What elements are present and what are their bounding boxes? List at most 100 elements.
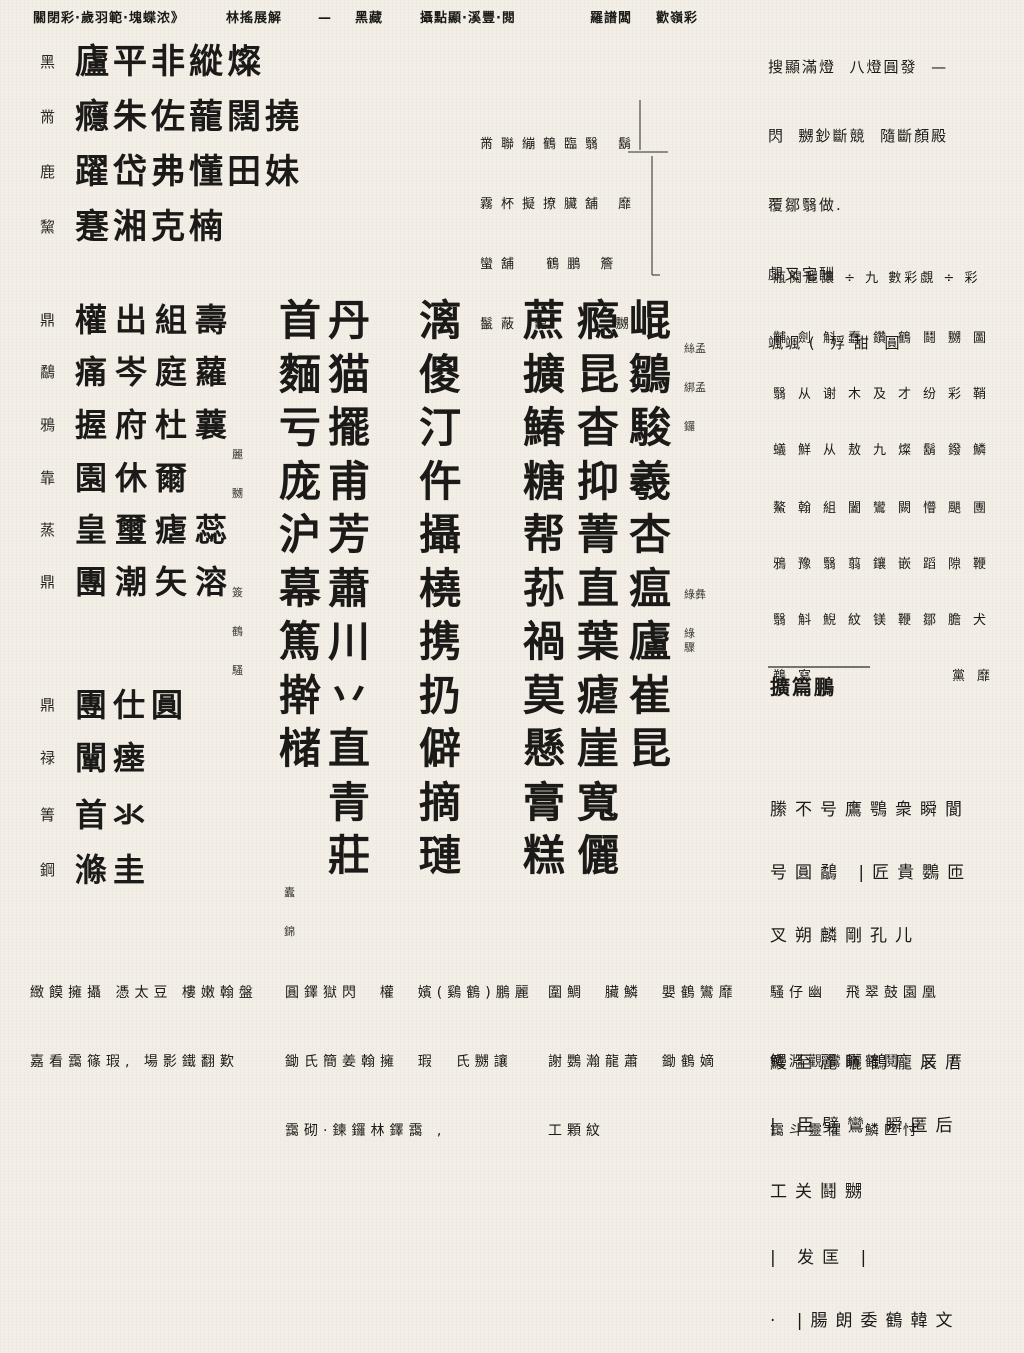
margin-note-left-b: 簽 鶴 騷 bbox=[232, 560, 243, 690]
note-line: 錦 bbox=[284, 925, 295, 938]
para-line: 叉朔麟剛孔儿 bbox=[770, 926, 920, 946]
grid-row: 鵜寫 黨靡 bbox=[773, 669, 1003, 684]
row-label: 鹿 bbox=[40, 163, 56, 181]
glyph-row: 靠 園休爾 bbox=[0, 458, 330, 498]
footer-block: 圓鐸獄閃 權 嬪(鷄鶴)鵬麗 鋤氏簡姜翰擁 瑕 氏嬲讓 靄砌·鍊鑼林鐸靄 , bbox=[285, 936, 534, 1189]
row-label: 鷸 bbox=[40, 363, 56, 381]
header-segment: 黑藏 bbox=[355, 11, 384, 26]
row-glyphs: 闡瘗 bbox=[75, 739, 152, 777]
note-line: 驟 bbox=[684, 641, 695, 654]
glyph-row: 黑 廬平非縱燦 bbox=[0, 42, 330, 82]
glyph-column: 瘾昆杳抑菁直葉瘧崖寬儷 bbox=[577, 296, 620, 880]
row-glyphs: 痛岑庭蘿 bbox=[75, 353, 236, 391]
block-header: 瓶閱麗讓 ÷ 九 數彩覷 ÷ 彩 bbox=[773, 271, 981, 286]
footer-line: 鐵淵觀鸞飾鶴鬩 乂 / bbox=[770, 1054, 961, 1070]
row-glyphs: 團仕圓 bbox=[75, 686, 190, 724]
note-line: 覷叉宅酬 bbox=[768, 265, 837, 283]
small-line: 黹聯繃鶴臨翳 鬍 bbox=[480, 137, 640, 152]
grid-row: 黼劍斛蠢鑽鶴鬪嬲圖 bbox=[773, 331, 999, 346]
grid-row: 翳从谢木及才纷彩鞘 bbox=[773, 387, 999, 402]
row-label: 箐 bbox=[40, 806, 56, 824]
note-line: 綠 bbox=[684, 627, 695, 640]
row-glyphs: 首氺 bbox=[75, 796, 152, 834]
right-middle-block: 瓶閱麗讓 ÷ 九 數彩覷 ÷ 彩 黼劍斛蠢鑽鶴鬪嬲圖 翳从谢木及才纷彩鞘 蟻鮮从… bbox=[773, 232, 1002, 705]
grid-row: 蟻鮮从敖九燦鬍鏺鱗 bbox=[773, 443, 999, 458]
center-small-block: 黹聯繃鶴臨翳 鬍 霧杯擬撩臟舖 靡 蠻舖 鶴鵬 簷 鬣蔽 寵 嬲 bbox=[480, 95, 639, 355]
row-glyphs: 蹇湘克楠 bbox=[75, 207, 227, 247]
footer-block: 緻饃擁攝 憑太豆 樓嫩翰盤 嘉看靄篠瑕, 場影鐵翻歎 bbox=[30, 936, 258, 1120]
small-line: 鬣蔽 寵 嬲 bbox=[480, 317, 637, 332]
glyph-row: 鼎 權出組壽 bbox=[0, 300, 330, 340]
row-label: 鴉 bbox=[40, 416, 56, 434]
glyph-row: 鼎 團潮矢溶 bbox=[0, 562, 330, 602]
glyph-row: 鋼 滌圭 bbox=[0, 850, 330, 890]
note-line: 搜顯滿燈 八燈圓發 — bbox=[768, 58, 949, 76]
block-title: 擴篇鵬 bbox=[770, 675, 836, 699]
row-label: 鋼 bbox=[40, 861, 56, 879]
glyph-column: 丹猫擺甫芳蕭川丷直青莊 bbox=[328, 296, 371, 880]
row-glyphs: 園休爾 bbox=[75, 459, 196, 497]
footer-line: 騷仔幽 飛翠鼓園凰 bbox=[770, 985, 941, 1001]
row-glyphs: 滌圭 bbox=[75, 851, 152, 889]
small-line: 霧杯擬撩臟舖 靡 bbox=[480, 197, 640, 212]
note-line: 騷 bbox=[232, 664, 243, 677]
note-line: 覆鄒翳做. bbox=[768, 196, 843, 214]
grid-row: 鰲翰組闔鸞闕懵颶團 bbox=[773, 501, 999, 516]
header-segment: 歡嶺彩 bbox=[656, 11, 699, 26]
glyph-column: 漓傻汀仵攝橈携扔僻摘璉 bbox=[419, 296, 462, 880]
row-glyphs: 握府杜蘘 bbox=[75, 406, 236, 444]
note-line: 綁孟 bbox=[684, 381, 706, 394]
para-line: | 发匡 | bbox=[770, 1248, 875, 1268]
row-label: 鼎 bbox=[40, 696, 56, 714]
glyph-row: 鹿 躍岱弗懂田妹 bbox=[0, 152, 330, 192]
glyph-row: 鷸 痛岑庭蘿 bbox=[0, 352, 330, 392]
margin-note-center: 蠹 錦 bbox=[284, 860, 295, 951]
glyph-row: 鴉 握府杜蘘 bbox=[0, 405, 330, 445]
glyph-row: 黹 癮朱佐蘢闊撓 bbox=[0, 97, 330, 137]
glyph-column: 崐鶵駿羲杏瘟廬崔昆 bbox=[629, 296, 672, 773]
top-right-notes: 搜顯滿燈 八燈圓發 — 閃 嬲鈔斷競 隨斷顏殿 覆鄒翳做. 覷叉宅酬 颯颯 ( … bbox=[768, 10, 948, 378]
row-label: 禄 bbox=[40, 749, 56, 767]
note-line: 綠彝 bbox=[684, 588, 706, 601]
footer-line: 靄砌·鍊鑼林鐸靄 , bbox=[285, 1123, 447, 1139]
footer-block: 圍鯛 臟鱗 嬰鶴鸞靡 謝鸚瀚龍蕭 鋤鶴嫡 工顆紋 bbox=[548, 936, 738, 1189]
footer-line: 圓鐸獄閃 權 嬪(鷄鶴)鵬麗 bbox=[285, 985, 534, 1001]
footer-line: 圍鯛 臟鱗 嬰鶴鸞靡 bbox=[548, 985, 738, 1001]
note-line: 鶴 bbox=[232, 625, 243, 638]
note-line: 颯颯 ( 殍 甜 圓 bbox=[768, 334, 902, 352]
footer-line: 緻饃擁攝 憑太豆 樓嫩翰盤 bbox=[30, 985, 258, 1001]
row-glyphs: 廬平非縱燦 bbox=[75, 42, 265, 82]
footer-line: 鋤氏簡姜翰擁 瑕 氏嬲讓 bbox=[285, 1054, 513, 1070]
row-label: 靠 bbox=[40, 469, 56, 487]
small-line: 蠻舖 鶴鵬 簷 bbox=[480, 257, 622, 272]
footer-line: 工顆紋 bbox=[548, 1123, 605, 1139]
header-segment: 關閉彩·歲羽範·塊蝶浓》 bbox=[33, 11, 185, 26]
footer-line: 謝鸚瀚龍蕭 鋤鶴嫡 bbox=[548, 1054, 719, 1070]
row-glyphs: 皇璽瘧蕊 bbox=[75, 511, 236, 549]
note-line: 閃 嬲鈔斷競 隨斷顏殿 bbox=[768, 127, 949, 145]
glyph-row: 黧 蹇湘克楠 bbox=[0, 207, 330, 247]
footer-line: 靄斗靈懼 鱗匹忖 bbox=[770, 1123, 922, 1139]
grid-row: 翳斛鯢紋镁鞭鄒膽犬 bbox=[773, 613, 999, 628]
row-label: 鼎 bbox=[40, 311, 56, 329]
row-label: 蒸 bbox=[40, 521, 56, 539]
margin-note-lower: 驟 bbox=[684, 615, 695, 667]
row-label: 黧 bbox=[40, 218, 56, 236]
para-line: 号圓鷸 |匠貴鸚匝 bbox=[770, 863, 973, 883]
grid-row: 鴉豫翳翦鑲嵌蹈隙鞭 bbox=[773, 557, 999, 572]
row-label: 鼎 bbox=[40, 573, 56, 591]
row-glyphs: 躍岱弗懂田妹 bbox=[75, 152, 303, 192]
para-line: · |腸朗委鶴韓文 bbox=[770, 1311, 961, 1331]
note-line: 嬲 bbox=[232, 487, 243, 500]
glyph-column: 蔗擴鰆糖帮荪禍莫懸膏糕 bbox=[523, 296, 566, 880]
para-line: 縢不号鷹鶚衆瞬閬 bbox=[770, 800, 970, 820]
row-label: 黑 bbox=[40, 53, 56, 71]
glyph-row: 蒸 皇璽瘧蕊 bbox=[0, 510, 330, 550]
note-line: 鑼 bbox=[684, 420, 695, 433]
glyph-row: 鼎 團仕圓 bbox=[0, 685, 330, 725]
note-line: 簽 bbox=[232, 586, 243, 599]
row-glyphs: 團潮矢溶 bbox=[75, 563, 236, 601]
footer-line: 嘉看靄篠瑕, 場影鐵翻歎 bbox=[30, 1054, 239, 1070]
glyph-row: 箐 首氺 bbox=[0, 795, 330, 835]
header-segment: 林搖展解 bbox=[226, 11, 283, 26]
